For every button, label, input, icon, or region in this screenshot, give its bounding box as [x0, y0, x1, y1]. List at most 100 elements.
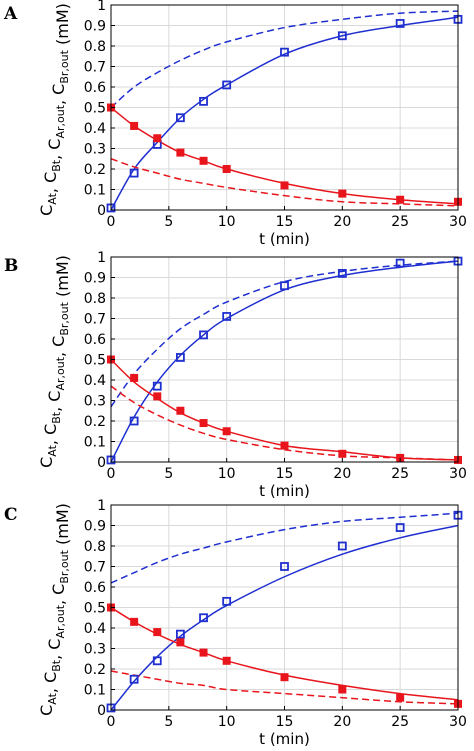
data-point-blue-open: [395, 523, 405, 532]
data-point-blue-open: [199, 330, 208, 340]
data-point-blue-open: [129, 674, 139, 684]
data-point-blue-open: [337, 31, 347, 41]
x-tick-label: 20: [333, 714, 351, 730]
data-point-red-filled: [199, 419, 208, 428]
data-point-red-filled: [153, 392, 162, 401]
y-axis-title: CAt, CBt, CAr,out, CBr,out (mM): [37, 255, 72, 468]
panel-b: B 00.10.20.30.40.50.60.70.80.910 5 10 15 20 2…: [4, 250, 467, 500]
data-point-blue-open: [152, 381, 162, 391]
y-tick-label: 0.3: [84, 142, 106, 158]
data-point-red-filled: [199, 156, 208, 165]
y-tick-label: 0.2: [84, 162, 106, 178]
data-point-red-filled: [176, 638, 185, 647]
x-tick-label: 5: [164, 714, 173, 730]
panel-label-a: A: [3, 4, 18, 24]
x-tick-label: 30: [449, 214, 467, 230]
series-red-dashed-line: [110, 670, 459, 705]
panel-c: C 00.10.20.30.40.50.60.70.80.910 5 10 15 20 2…: [4, 498, 467, 748]
x-tick-label: 15: [276, 214, 294, 230]
x-tick-label: 30: [449, 714, 467, 730]
data-point-red-filled: [153, 628, 162, 637]
y-tick-label: 0.4: [84, 121, 106, 137]
x-tick-label: 10: [218, 466, 236, 482]
series-blue-solid-line: [110, 524, 459, 711]
y-tick-label: 0: [97, 455, 106, 471]
x-tick-label: 0: [107, 714, 116, 730]
series-blue-dashed-line: [110, 512, 459, 584]
data-point-blue-open: [222, 596, 232, 606]
y-tick-label: 0.8: [84, 291, 106, 307]
data-point-blue-open: [222, 80, 232, 90]
data-point-red-filled: [280, 441, 289, 450]
data-point-red-filled: [338, 189, 347, 198]
data-point-blue-open: [280, 281, 289, 291]
y-tick-label: 0.6: [84, 332, 106, 348]
data-point-red-filled: [153, 134, 162, 143]
series-red-dashed-line: [110, 385, 459, 461]
x-tick-label: 5: [164, 466, 173, 482]
y-tick-label: 0.3: [84, 394, 106, 410]
y-tick-label: 0.3: [84, 642, 106, 658]
x-tick-label: 15: [276, 714, 294, 730]
data-point-blue-open: [175, 353, 185, 362]
y-tick-label: 0.5: [84, 601, 106, 617]
y-tick-label: 0.4: [84, 373, 106, 389]
data-point-blue-open: [199, 96, 208, 106]
data-point-blue-open: [222, 312, 232, 321]
x-tick-label: 25: [391, 714, 409, 730]
data-point-blue-open: [175, 629, 185, 639]
y-tick-label: 0.8: [84, 39, 106, 55]
data-point-blue-open: [152, 656, 162, 666]
data-point-blue-open: [337, 541, 347, 551]
y-tick-label: 0.1: [84, 683, 106, 699]
data-point-blue-open: [337, 268, 347, 278]
y-tick-label: 0.9: [84, 19, 106, 35]
data-point-red-filled: [130, 121, 139, 130]
x-tick-label: 0: [107, 214, 116, 230]
x-tick-label: 10: [218, 714, 236, 730]
data-point-red-filled: [280, 673, 289, 682]
series-blue-solid-line: [110, 260, 459, 463]
y-tick-label: 0.2: [84, 414, 106, 430]
x-axis-title: t (min): [259, 230, 310, 248]
x-tick-label: 20: [333, 466, 351, 482]
y-tick-label: 0.7: [84, 560, 106, 576]
data-point-red-filled: [222, 427, 231, 436]
y-tick-label: 0: [97, 203, 106, 219]
data-point-blue-open: [199, 613, 208, 623]
y-tick-label: 0.6: [84, 580, 106, 596]
y-tick-label: 0.5: [84, 353, 106, 369]
x-tick-label: 25: [391, 466, 409, 482]
series-blue-dashed-line: [110, 10, 459, 109]
y-tick-label: 0.7: [84, 312, 106, 328]
y-tick-label: 0.8: [84, 539, 106, 555]
data-point-blue-open: [395, 19, 405, 28]
x-tick-label: 30: [449, 466, 467, 482]
data-point-red-filled: [338, 685, 347, 694]
x-tick-label: 25: [391, 214, 409, 230]
y-tick-label: 0: [97, 703, 106, 719]
data-point-red-filled: [130, 373, 139, 382]
x-tick-label: 5: [164, 214, 173, 230]
data-point-red-filled: [176, 148, 185, 157]
y-tick-label: 0.5: [84, 101, 106, 117]
series-blue-solid-line: [110, 16, 459, 211]
y-tick-label: 0.7: [84, 60, 106, 76]
panel-label-b: B: [4, 256, 18, 276]
y-tick-label: 0.1: [84, 435, 106, 451]
data-point-red-filled: [338, 449, 347, 458]
y-axis-title: CAt, CBt, CAr,out, CBr,out (mM): [37, 503, 72, 716]
y-tick-label: 1: [97, 250, 106, 266]
data-point-blue-open: [129, 416, 139, 426]
panel-label-c: C: [4, 505, 18, 525]
data-point-red-filled: [396, 693, 405, 702]
data-point-blue-open: [175, 113, 185, 123]
data-point-red-filled: [396, 195, 405, 204]
series-red-solid-line: [110, 106, 459, 205]
data-point-red-filled: [222, 165, 231, 173]
x-tick-label: 10: [218, 214, 236, 230]
data-point-red-filled: [130, 617, 139, 626]
data-point-blue-open: [395, 258, 405, 268]
data-point-red-filled: [199, 648, 208, 657]
